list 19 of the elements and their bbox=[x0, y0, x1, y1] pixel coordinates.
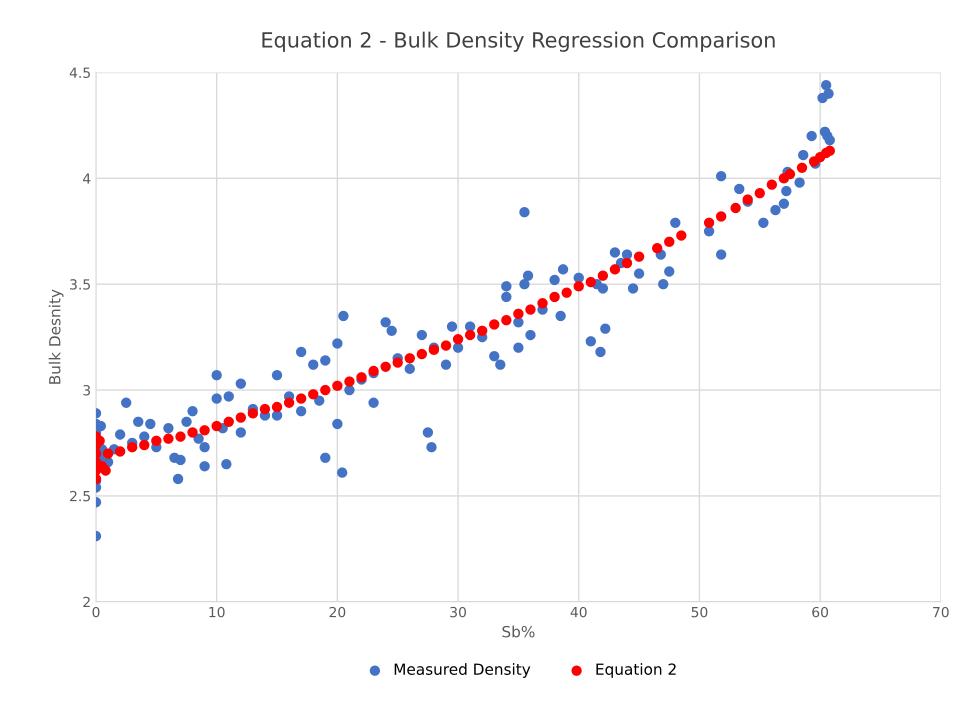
y-tick-label: 3 bbox=[83, 385, 90, 396]
legend-label: Measured Density bbox=[394, 663, 530, 678]
y-tick-label: 2.5 bbox=[70, 490, 90, 502]
y-tick-label: 3.5 bbox=[70, 279, 90, 290]
x-tick-label: 10 bbox=[209, 606, 225, 618]
y-tick-label: 2 bbox=[83, 596, 90, 608]
x-axis-title: Sb% bbox=[502, 626, 535, 638]
x-tick-label: 40 bbox=[570, 606, 587, 618]
x-tick-label: 30 bbox=[450, 606, 466, 618]
x-tick-label: 70 bbox=[933, 606, 949, 618]
x-tick-label: 60 bbox=[812, 606, 828, 618]
y-tick-label: 4.5 bbox=[70, 68, 90, 78]
legend-label: Equation 2 bbox=[596, 663, 676, 678]
x-tick-label: 20 bbox=[330, 606, 346, 618]
x-tick-label: 0 bbox=[92, 606, 100, 618]
y-axis-title: Bulk Desnity bbox=[48, 289, 64, 384]
y-tick-label: 4 bbox=[82, 174, 90, 184]
chart-title: Equation 2 - Bulk Density Regression Comparison bbox=[262, 32, 775, 52]
x-tick-label: 50 bbox=[692, 606, 708, 618]
